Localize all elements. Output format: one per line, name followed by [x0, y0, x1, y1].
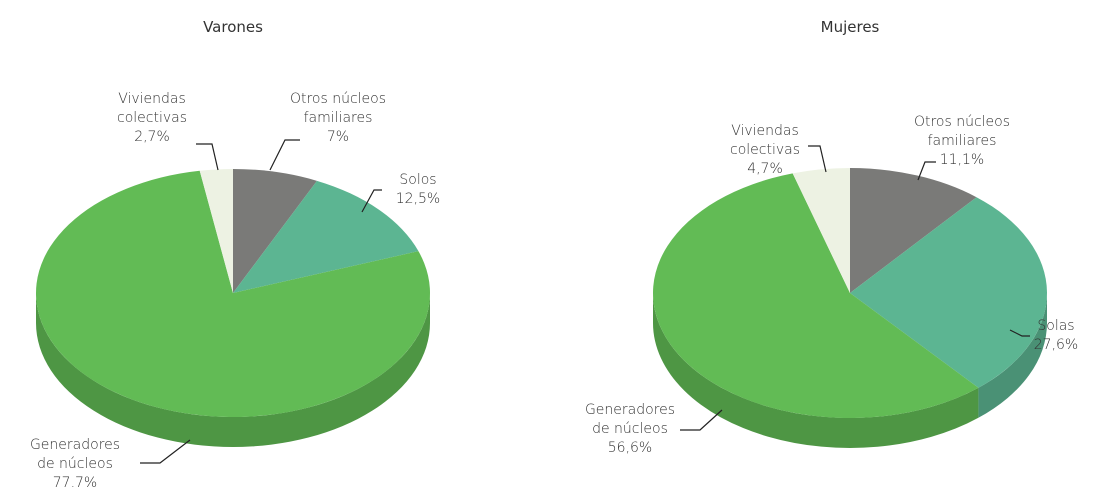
value-label: 77.7% — [52, 475, 98, 491]
leader-line — [196, 143, 219, 171]
category-name: Otros núcleos familiares — [289, 91, 387, 126]
slice — [653, 173, 979, 418]
value-label: 7% — [326, 129, 350, 145]
slice — [850, 197, 1047, 388]
value-label: 2,7% — [134, 129, 170, 145]
slice — [199, 169, 233, 293]
leader-line — [808, 145, 827, 173]
slice-side — [652, 293, 979, 449]
slice — [233, 180, 419, 293]
slice-label: Otros núcleos familiares 11,1% — [897, 113, 1027, 170]
slice — [792, 168, 850, 293]
category-name: Generadores de núcleos — [584, 402, 676, 437]
value-label: 56,6% — [607, 440, 653, 456]
leader-line — [680, 409, 723, 431]
category-name: Otros núcleos familiares — [913, 114, 1011, 149]
category-name: Solos — [399, 172, 437, 188]
slice — [233, 169, 317, 293]
slice-label: Viviendas colectivas 2,7% — [107, 90, 197, 147]
leader-line — [1009, 329, 1030, 337]
leader-line — [917, 161, 936, 181]
slice-label: Solas 27,6% — [1026, 317, 1086, 355]
value-label: 11,1% — [939, 152, 985, 168]
slice — [850, 168, 977, 293]
leader-line — [361, 189, 382, 213]
slice-label: Otros núcleos familiares 7% — [273, 90, 403, 147]
value-label: 4,7% — [747, 161, 783, 177]
category-name: Solas — [1037, 318, 1075, 334]
category-name: Viviendas colectivas — [117, 91, 187, 126]
slice — [36, 170, 431, 417]
leader-line — [269, 139, 300, 171]
category-name: Generadores de núcleos — [29, 437, 121, 472]
value-label: 12,5% — [395, 191, 441, 207]
leader-line — [140, 439, 191, 464]
chart-title: Varones — [203, 18, 263, 36]
slice-label: Viviendas colectivas 4,7% — [720, 122, 810, 179]
chart-title: Mujeres — [820, 18, 880, 36]
slice-label: Generadores de núcleos 56,6% — [575, 401, 685, 458]
slice-side — [36, 293, 430, 447]
slice-label: Generadores de núcleos 77.7% — [20, 436, 130, 493]
category-name: Viviendas colectivas — [730, 123, 800, 158]
value-label: 27,6% — [1033, 337, 1079, 353]
slice-side — [978, 293, 1047, 418]
slice-label: Solos 12,5% — [388, 171, 448, 209]
